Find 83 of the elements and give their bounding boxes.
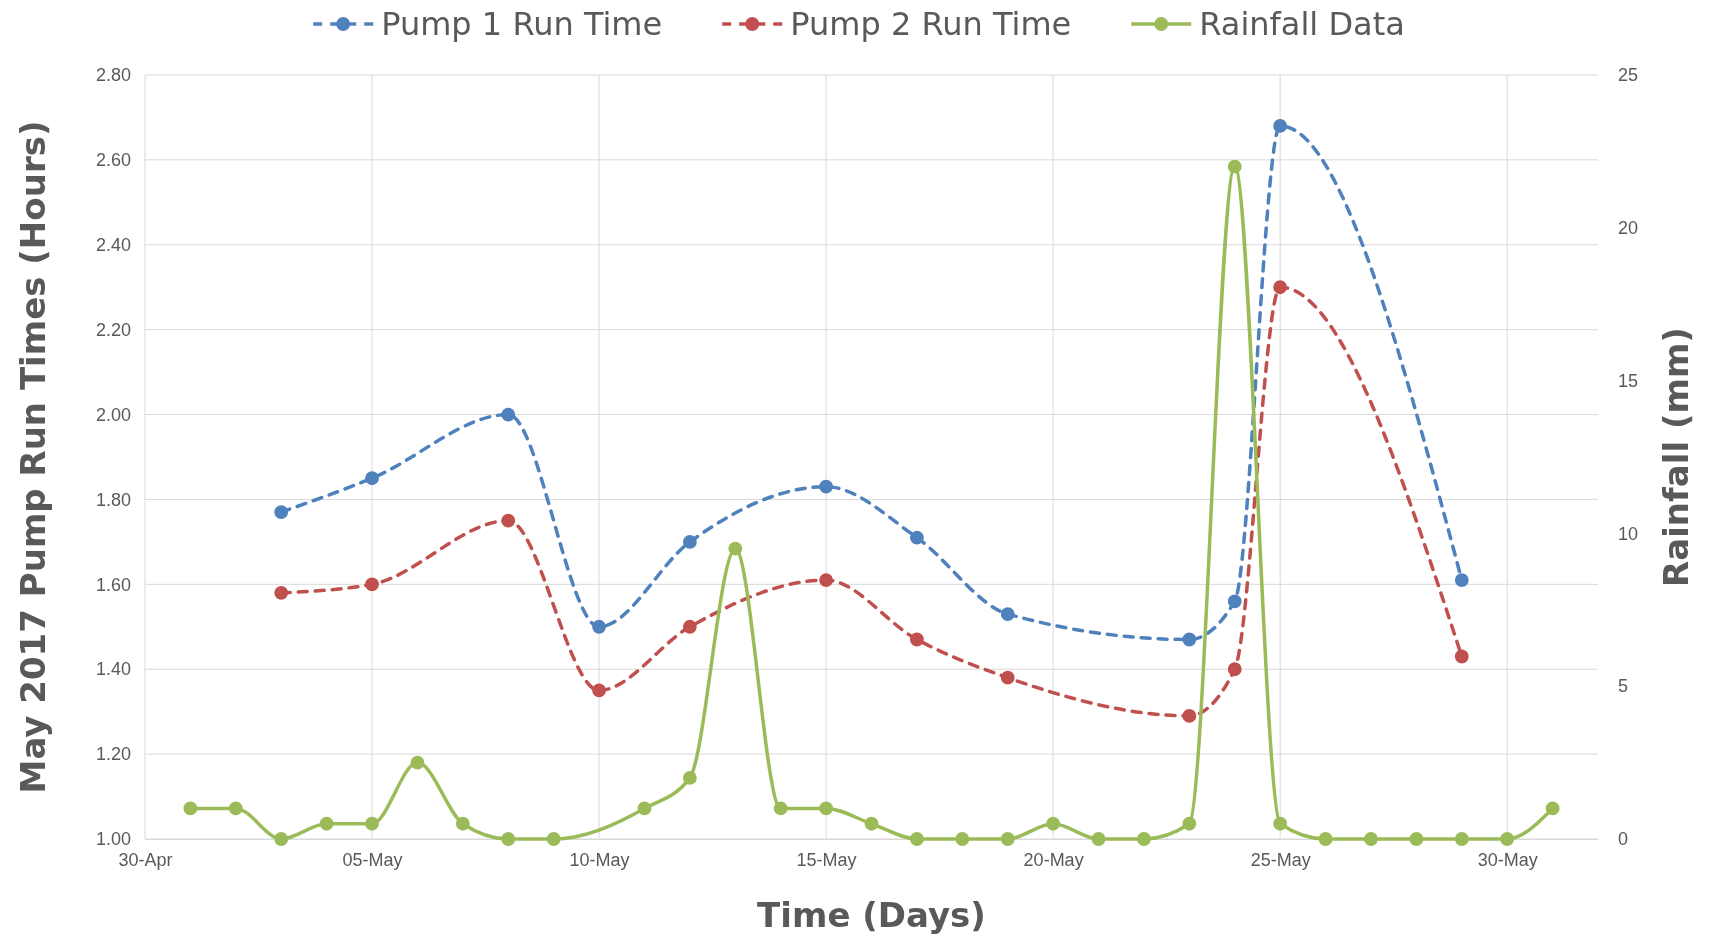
y2-tick-label: 0 [1618, 829, 1629, 850]
y-axis-title: May 2017 Pump Run Times (Hours) [13, 120, 53, 794]
x-tick-label: 10-May [569, 849, 630, 870]
point [183, 801, 198, 816]
x-tick-label: 30-May [1477, 849, 1538, 870]
point [365, 816, 379, 831]
point [728, 541, 743, 556]
point [592, 683, 606, 698]
point [682, 534, 697, 549]
y2-tick-label: 15 [1618, 370, 1639, 391]
point [1454, 573, 1469, 587]
y-tick-label: 1.00 [95, 829, 131, 850]
point [1000, 832, 1015, 846]
point [501, 832, 516, 846]
point [274, 505, 289, 520]
point [910, 832, 924, 846]
point [365, 577, 379, 592]
point [1364, 832, 1378, 846]
point [1000, 670, 1015, 685]
point [546, 832, 561, 846]
legend-label: Pump 1 Run Time [381, 5, 663, 44]
point [319, 816, 334, 831]
y-tick-label: 1.60 [95, 574, 131, 595]
point [1227, 594, 1242, 609]
x-tick-label: 25-May [1250, 849, 1311, 870]
point [501, 513, 516, 528]
x-tick-label: 05-May [342, 849, 403, 870]
y-tick-label: 1.20 [95, 744, 131, 765]
legend-label: Rainfall Data [1199, 5, 1405, 44]
x-axis-title: Time (Days) [757, 895, 986, 935]
y-tick-label: 1.80 [95, 489, 131, 510]
point [410, 755, 425, 770]
point [1000, 607, 1015, 621]
point [1500, 832, 1515, 846]
x-tick-label: 15-May [796, 849, 857, 870]
point [1273, 816, 1288, 831]
point [955, 832, 970, 846]
y2-tick-label: 20 [1618, 218, 1639, 239]
point [228, 801, 243, 816]
point [274, 832, 289, 846]
point [819, 801, 833, 816]
y2-axis-title: Rainfall (mm) [1656, 327, 1696, 587]
x-tick-label: 30-Apr [118, 849, 173, 870]
point [455, 816, 470, 831]
y-tick-label: 2.80 [95, 65, 131, 86]
y-tick-label: 2.00 [95, 404, 131, 425]
point [682, 770, 697, 785]
point [773, 801, 788, 816]
point [1137, 832, 1151, 846]
point [1409, 832, 1424, 846]
point [864, 816, 879, 831]
point [1227, 662, 1242, 677]
point [819, 479, 833, 494]
point [819, 573, 833, 587]
y2-tick-label: 5 [1618, 676, 1629, 697]
point [682, 619, 697, 634]
x-tick-label: 20-May [1023, 849, 1084, 870]
point [910, 632, 924, 647]
point [1182, 816, 1197, 831]
y-tick-label: 2.60 [95, 150, 131, 171]
point [1182, 709, 1197, 723]
point [1046, 816, 1061, 831]
point [1182, 632, 1197, 647]
point [1454, 649, 1469, 664]
y-tick-label: 2.40 [95, 235, 131, 256]
point [1318, 832, 1333, 846]
y2-tick-label: 25 [1618, 65, 1639, 86]
point [637, 801, 652, 816]
point [365, 471, 379, 486]
point [1273, 280, 1288, 295]
point [592, 619, 606, 634]
y-tick-label: 1.40 [95, 659, 131, 680]
legend-label: Pump 2 Run Time [790, 5, 1072, 44]
point [1091, 832, 1106, 846]
point [1227, 159, 1242, 174]
point [501, 407, 516, 422]
y-tick-label: 2.20 [95, 319, 131, 340]
point [1273, 119, 1288, 133]
point [1545, 801, 1560, 816]
point [910, 530, 924, 545]
point [1454, 832, 1469, 846]
point [274, 585, 289, 600]
y2-tick-label: 10 [1618, 523, 1639, 544]
